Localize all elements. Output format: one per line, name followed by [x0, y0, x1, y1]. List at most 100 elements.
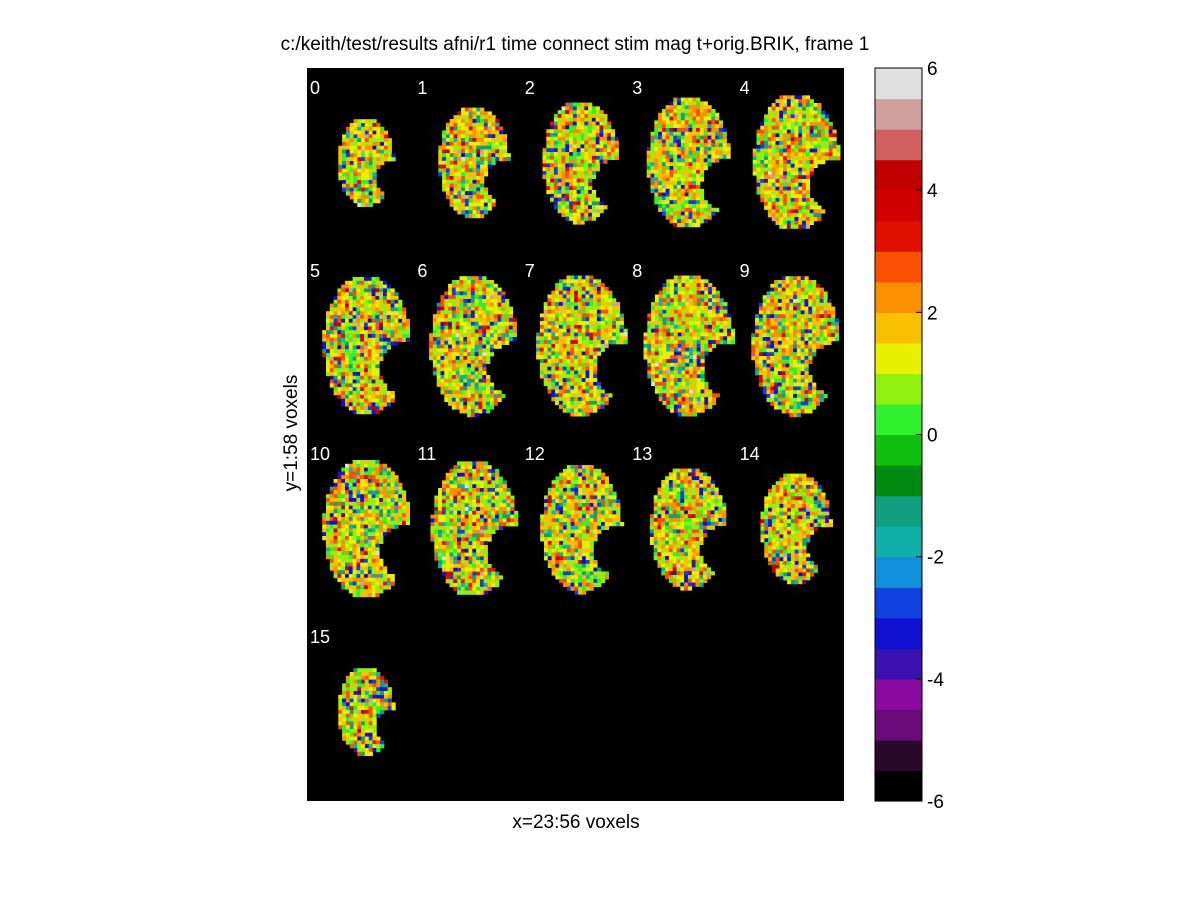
voxel — [764, 205, 769, 210]
voxel — [491, 126, 496, 131]
voxel — [673, 120, 678, 125]
voxel — [779, 129, 784, 134]
voxel — [501, 314, 506, 319]
voxel — [777, 306, 783, 311]
voxel — [685, 305, 690, 311]
voxel — [580, 125, 585, 130]
voxel — [463, 401, 468, 406]
voxel — [711, 154, 716, 159]
voxel — [379, 379, 384, 384]
voxel — [593, 290, 598, 295]
voxel — [603, 125, 608, 130]
voxel — [711, 294, 717, 299]
voxel — [478, 321, 483, 326]
voxel — [572, 159, 578, 164]
voxel — [658, 120, 663, 125]
voxel — [722, 131, 727, 136]
voxel — [333, 356, 338, 361]
voxel — [459, 299, 464, 304]
voxel — [696, 185, 701, 190]
voxel — [707, 211, 712, 216]
voxel — [574, 366, 579, 371]
voxel — [461, 122, 466, 127]
voxel — [783, 106, 788, 111]
voxel — [455, 382, 460, 387]
voxel — [361, 172, 366, 177]
voxel — [453, 164, 458, 169]
voxel — [371, 353, 376, 358]
voxel — [802, 148, 807, 153]
voxel — [767, 205, 773, 210]
voxel — [565, 140, 570, 145]
voxel — [805, 190, 811, 195]
voxel — [501, 310, 506, 315]
voxel — [669, 162, 674, 167]
voxel — [700, 309, 705, 314]
voxel — [580, 136, 585, 141]
voxel — [468, 214, 473, 219]
voxel — [558, 366, 564, 371]
voxel — [764, 160, 769, 165]
voxel — [796, 348, 802, 353]
voxel — [464, 168, 470, 173]
voxel — [333, 387, 338, 392]
voxel — [673, 370, 679, 375]
voxel — [643, 340, 648, 345]
voxel — [472, 115, 477, 120]
voxel — [808, 333, 813, 338]
voxel — [777, 348, 783, 353]
voxel — [495, 122, 500, 127]
voxel — [491, 145, 496, 150]
voxel — [760, 167, 765, 172]
voxel — [591, 174, 597, 179]
voxel — [715, 340, 720, 345]
voxel — [723, 340, 728, 345]
voxel — [827, 329, 832, 334]
voxel — [696, 362, 701, 368]
voxel — [680, 169, 686, 174]
voxel — [472, 164, 477, 169]
voxel — [467, 390, 472, 395]
voxel — [665, 120, 670, 125]
voxel — [569, 114, 574, 119]
voxel — [692, 397, 698, 402]
voxel — [570, 355, 575, 360]
voxel — [364, 364, 369, 369]
voxel — [692, 317, 698, 322]
voxel — [451, 375, 457, 380]
slice-8 — [643, 275, 736, 417]
voxel — [665, 143, 670, 148]
voxel — [585, 321, 590, 326]
voxel — [692, 332, 698, 337]
voxel — [333, 383, 338, 388]
voxel — [673, 389, 679, 394]
voxel — [474, 363, 479, 368]
slice-6 — [429, 276, 517, 418]
voxel — [758, 314, 764, 319]
voxel — [685, 370, 690, 375]
voxel — [353, 180, 358, 185]
voxel — [356, 334, 361, 339]
voxel — [543, 343, 548, 349]
voxel — [352, 353, 357, 358]
voxel — [451, 306, 457, 311]
voxel — [785, 329, 790, 334]
voxel — [786, 220, 792, 225]
voxel — [455, 359, 460, 364]
voxel — [361, 157, 366, 162]
voxel — [779, 175, 784, 180]
voxel — [684, 215, 689, 220]
voxel — [455, 394, 460, 399]
voxel — [371, 277, 376, 282]
voxel — [817, 144, 822, 149]
voxel — [670, 381, 675, 387]
voxel — [464, 176, 470, 181]
voxel — [715, 143, 720, 148]
voxel — [774, 340, 779, 345]
voxel — [805, 220, 811, 225]
voxel — [383, 280, 388, 285]
voxel — [681, 324, 686, 330]
voxel — [809, 129, 814, 134]
voxel — [718, 120, 724, 125]
voxel — [707, 143, 712, 148]
